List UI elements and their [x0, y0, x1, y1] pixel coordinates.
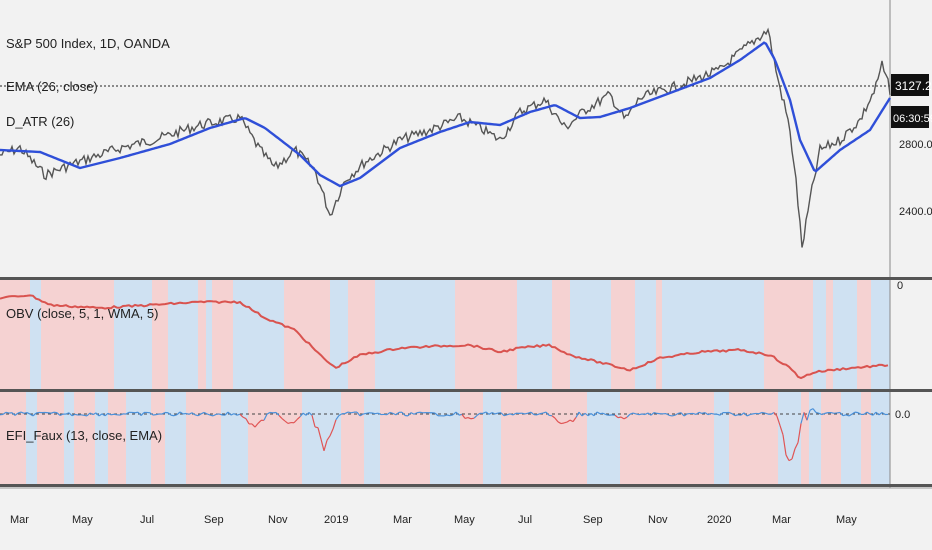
price-axis[interactable]: 2800.0 2400.0 3127.2 06:30:59 0 0.0: [891, 74, 932, 421]
time-axis[interactable]: Mar May Jul Sep Nov 2019 Mar May Jul Sep…: [10, 514, 857, 526]
pane-separator-3[interactable]: [0, 484, 932, 487]
price-tick: 2400.0: [899, 206, 932, 218]
efi-pane-background: [0, 392, 890, 484]
ema-indicator-label[interactable]: EMA (26, close): [6, 79, 98, 94]
obv-line: [0, 294, 889, 380]
time-label: Mar: [393, 514, 412, 526]
ema-line: [0, 41, 892, 188]
time-label: Mar: [772, 514, 791, 526]
pane-separator-1[interactable]: [0, 277, 932, 280]
obv-indicator-label[interactable]: OBV (close, 5, 1, WMA, 5): [6, 306, 158, 321]
price-series: [0, 27, 891, 248]
time-label: Nov: [648, 514, 668, 526]
pane-separator-2[interactable]: [0, 389, 932, 392]
time-label: Mar: [10, 514, 29, 526]
chart-title: S&P 500 Index, 1D, OANDA: [6, 36, 170, 51]
time-label: Nov: [268, 514, 288, 526]
efi-line: [0, 408, 889, 462]
time-label: May: [454, 514, 475, 526]
time-label: Jul: [140, 514, 154, 526]
price-tick: 2800.0: [899, 139, 932, 151]
efi-indicator-label[interactable]: EFI_Faux (13, close, EMA): [6, 428, 162, 443]
svg-text:3127.2: 3127.2: [895, 79, 932, 93]
time-label: May: [836, 514, 857, 526]
obv-axis-tick: 0: [897, 280, 903, 292]
time-label: Sep: [204, 514, 224, 526]
efi-axis-tick: 0.0: [895, 409, 910, 421]
time-label: Sep: [583, 514, 603, 526]
svg-text:06:30:59: 06:30:59: [893, 113, 932, 125]
obv-pane-background: [0, 280, 890, 389]
countdown-tag: 06:30:59: [891, 106, 932, 128]
time-label: Jul: [518, 514, 532, 526]
time-label: May: [72, 514, 93, 526]
last-price-tag: 3127.2: [891, 74, 932, 96]
time-label: 2020: [707, 514, 731, 526]
atr-indicator-label[interactable]: D_ATR (26): [6, 114, 74, 129]
time-label: 2019: [324, 514, 348, 526]
